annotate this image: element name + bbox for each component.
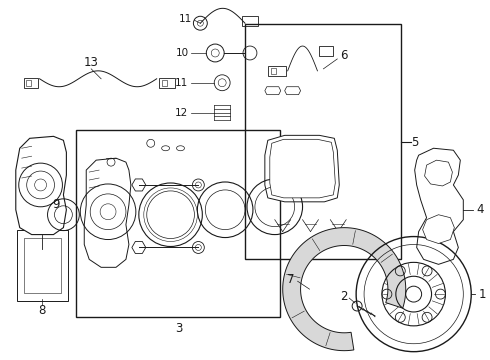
- Bar: [159, 78, 174, 88]
- Bar: [25, 80, 31, 86]
- Text: 4: 4: [476, 203, 484, 216]
- Text: 3: 3: [175, 322, 182, 336]
- Polygon shape: [265, 87, 281, 95]
- Text: 11: 11: [179, 14, 193, 24]
- Text: 13: 13: [84, 57, 98, 69]
- Bar: [162, 80, 167, 86]
- Text: 9: 9: [53, 198, 60, 211]
- Bar: [24, 238, 61, 293]
- Ellipse shape: [176, 146, 184, 151]
- Bar: [76, 130, 280, 317]
- Bar: [242, 16, 258, 26]
- Bar: [17, 230, 69, 301]
- Polygon shape: [84, 158, 131, 267]
- Polygon shape: [415, 148, 464, 264]
- Polygon shape: [270, 139, 335, 198]
- Bar: [271, 68, 276, 74]
- Ellipse shape: [162, 146, 170, 151]
- Text: 11: 11: [175, 78, 189, 88]
- Text: 12: 12: [175, 108, 189, 117]
- Text: 1: 1: [478, 288, 486, 301]
- Text: 5: 5: [411, 136, 418, 149]
- Polygon shape: [16, 136, 66, 235]
- Bar: [268, 66, 286, 76]
- Bar: [245, 24, 401, 260]
- Bar: [24, 78, 38, 88]
- Text: 6: 6: [341, 49, 348, 63]
- Polygon shape: [285, 87, 300, 95]
- Polygon shape: [425, 160, 452, 186]
- Polygon shape: [265, 135, 339, 202]
- Text: 7: 7: [287, 273, 294, 286]
- Text: 2: 2: [341, 289, 348, 303]
- Text: 10: 10: [175, 48, 189, 58]
- Text: 8: 8: [38, 305, 45, 318]
- Polygon shape: [422, 215, 454, 243]
- Polygon shape: [283, 228, 406, 351]
- Bar: [319, 46, 333, 56]
